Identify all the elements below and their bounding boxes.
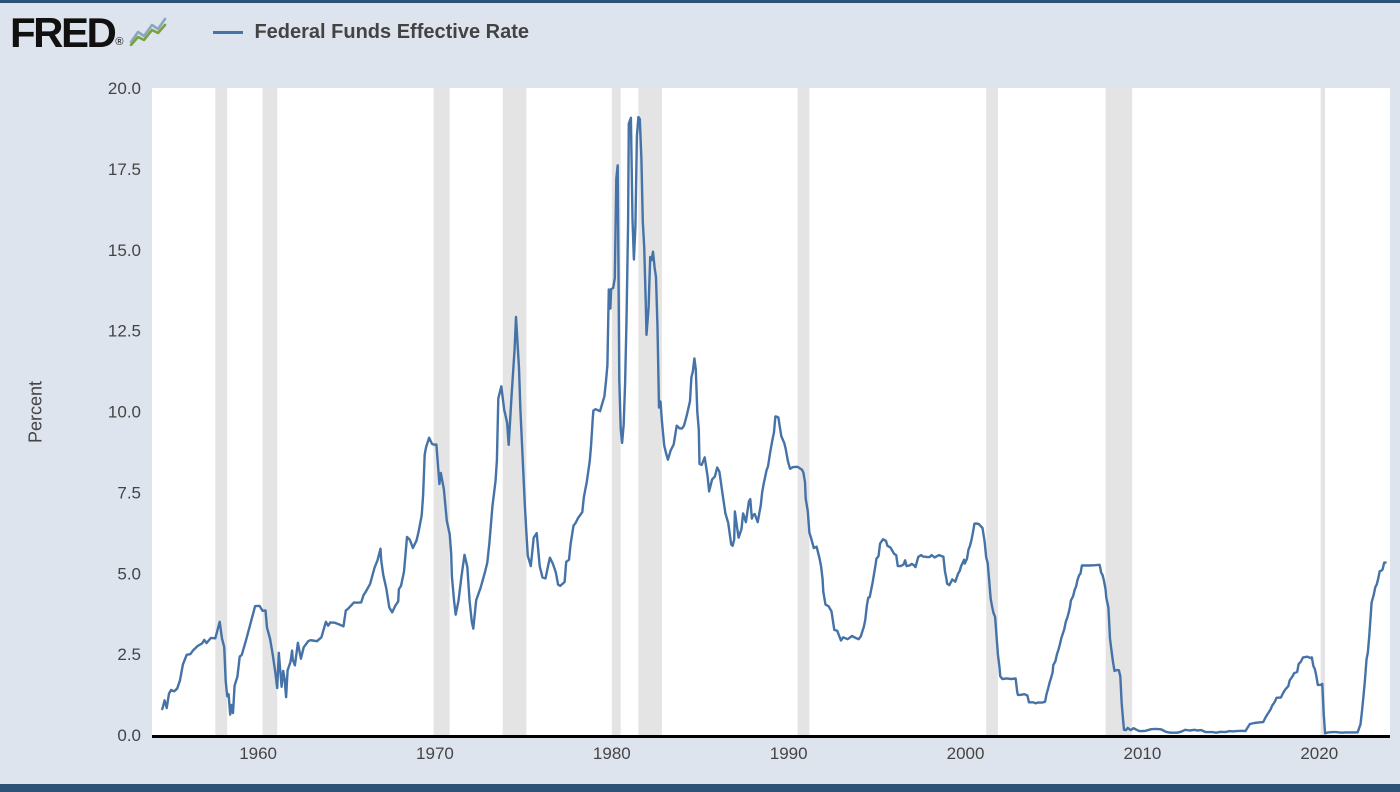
y-tick-label: 15.0: [108, 241, 141, 260]
recession-band: [215, 88, 228, 735]
x-tick-label: 1980: [593, 744, 631, 763]
y-tick-label: 17.5: [108, 160, 141, 179]
y-tick-label: 5.0: [117, 564, 141, 583]
y-tick-label: 10.0: [108, 403, 141, 422]
fred-logo-text: FRED: [10, 8, 117, 56]
recession-band: [262, 88, 278, 735]
recession-band: [502, 88, 527, 735]
fred-logo[interactable]: FRED ®: [10, 8, 167, 56]
x-tick-label: 2000: [947, 744, 985, 763]
y-tick-label: 0.0: [117, 726, 141, 745]
x-tick-label: 2020: [1300, 744, 1338, 763]
y-axis-title: Percent: [25, 380, 46, 444]
recession-band: [611, 88, 621, 735]
y-tick-label: 12.5: [108, 322, 141, 341]
recession-band: [1320, 88, 1326, 735]
fred-logo-registered-mark: ®: [115, 35, 124, 48]
recession-band: [433, 88, 450, 735]
recession-band: [797, 88, 810, 735]
graph-header: FRED ® Federal Funds Effective Rate: [0, 3, 1400, 62]
bottom-border-bar: [0, 784, 1400, 792]
chart-legend: Federal Funds Effective Rate: [213, 21, 529, 44]
y-tick-label: 2.5: [117, 645, 141, 664]
chart-region: 0.0 2.5 5.0 7.5 10.0 12.5 15.0 17.5 20.0 1960 1970…: [0, 62, 1400, 784]
legend-line-sample: [213, 31, 244, 34]
x-tick-label: 2010: [1123, 744, 1161, 763]
x-tick-label: 1960: [239, 744, 277, 763]
x-tick-label: 1970: [416, 744, 454, 763]
x-tick-label: 1990: [770, 744, 808, 763]
y-tick-label: 20.0: [108, 79, 141, 98]
ffr-line-chart[interactable]: 0.0 2.5 5.0 7.5 10.0 12.5 15.0 17.5 20.0 1960 1970…: [0, 62, 1400, 784]
top-border-bar: [0, 0, 1400, 3]
plot-area[interactable]: [152, 88, 1390, 735]
legend-series-label: Federal Funds Effective Rate: [254, 21, 529, 43]
recession-band: [986, 88, 998, 735]
series-line-federal-funds-rate: [161, 115, 1387, 735]
y-tick-label: 7.5: [117, 483, 141, 502]
fred-sparkline-icon: [129, 16, 167, 51]
